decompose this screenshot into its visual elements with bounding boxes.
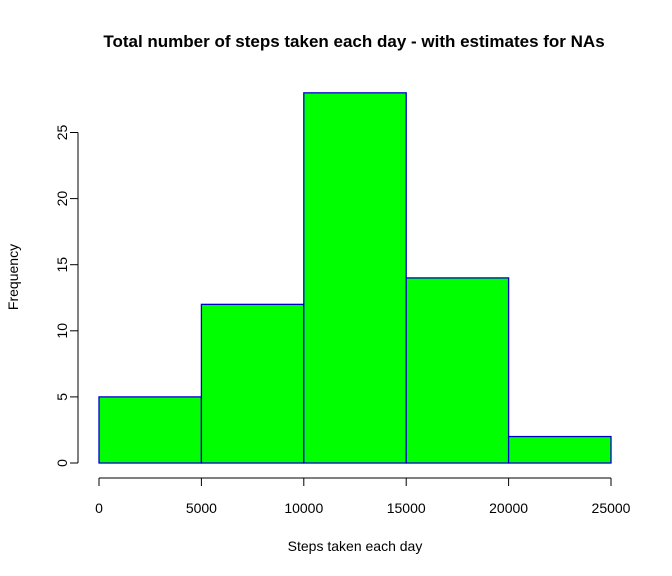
x-tick-label: 15000 — [387, 500, 426, 516]
histogram-bar — [200, 303, 305, 464]
x-tick-label: 25000 — [592, 500, 631, 516]
chart-title: Total number of steps taken each day - w… — [103, 32, 604, 51]
histogram-bar — [98, 396, 203, 464]
y-axis-label: Frequency — [5, 244, 21, 310]
y-tick-label: 5 — [54, 393, 70, 401]
bars-group — [98, 92, 612, 464]
x-tick-label: 20000 — [489, 500, 528, 516]
y-tick-label: 0 — [54, 459, 70, 467]
y-tick-label: 15 — [54, 257, 70, 273]
y-tick-label: 25 — [54, 125, 70, 141]
x-tick-label: 10000 — [284, 500, 323, 516]
histogram-bar — [507, 435, 612, 464]
histogram-bar — [303, 92, 407, 464]
x-tick-label: 0 — [95, 500, 103, 516]
x-tick-label: 5000 — [186, 500, 217, 516]
x-axis: 0 5000 10000 15000 20000 25000 — [95, 477, 631, 516]
y-axis: 0 5 10 15 20 25 — [54, 125, 79, 467]
y-tick-label: 20 — [54, 191, 70, 207]
y-tick-label: 10 — [54, 323, 70, 339]
x-axis-label: Steps taken each day — [288, 538, 423, 554]
histogram-bar — [405, 277, 510, 464]
